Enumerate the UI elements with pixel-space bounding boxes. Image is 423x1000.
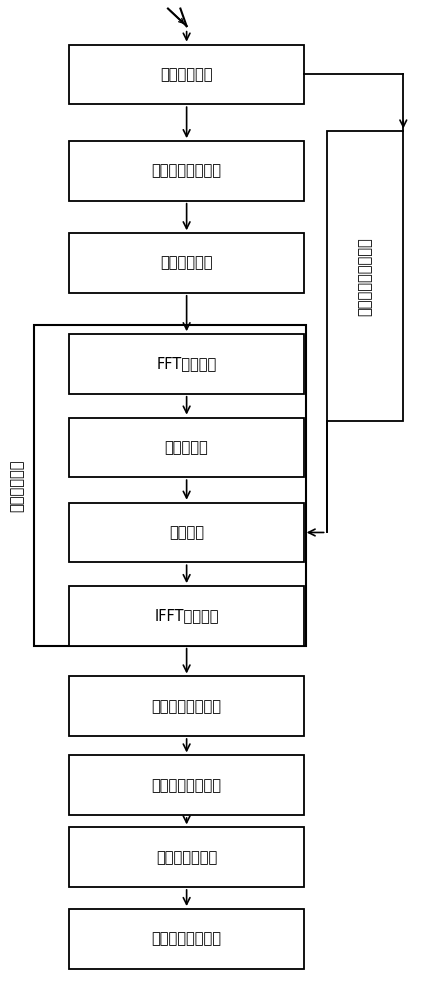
Bar: [69, 45, 304, 104]
Bar: [69, 586, 304, 646]
Bar: [69, 418, 304, 477]
Bar: [69, 676, 304, 736]
Bar: [69, 909, 304, 969]
Text: 频域均衡模块: 频域均衡模块: [9, 459, 24, 512]
Text: 线性逆变换模块: 线性逆变换模块: [156, 850, 217, 865]
Bar: [34, 325, 306, 646]
Bar: [69, 503, 304, 562]
Bar: [69, 141, 304, 201]
Text: 去除循环前缀模块: 去除循环前缀模块: [151, 163, 222, 178]
Text: 第一并串转换模块: 第一并串转换模块: [151, 699, 222, 714]
Bar: [69, 827, 304, 887]
Text: 串并转换模块: 串并转换模块: [160, 256, 213, 271]
Bar: [327, 131, 403, 421]
Bar: [69, 755, 304, 815]
Text: 第二并串转换模块: 第二并串转换模块: [151, 931, 222, 946]
Bar: [69, 233, 304, 293]
Bar: [69, 334, 304, 394]
Text: 射频接收模块: 射频接收模块: [160, 67, 213, 82]
Text: 线性组合器: 线性组合器: [165, 440, 209, 455]
Text: 匹配滤波器组模块: 匹配滤波器组模块: [151, 778, 222, 793]
Text: FFT变换单元: FFT变换单元: [157, 356, 217, 371]
Text: IFFT变换单元: IFFT变换单元: [154, 608, 219, 623]
Text: 均衡单元: 均衡单元: [169, 525, 204, 540]
Text: 同步与信道估计模块: 同步与信道估计模块: [357, 237, 372, 316]
